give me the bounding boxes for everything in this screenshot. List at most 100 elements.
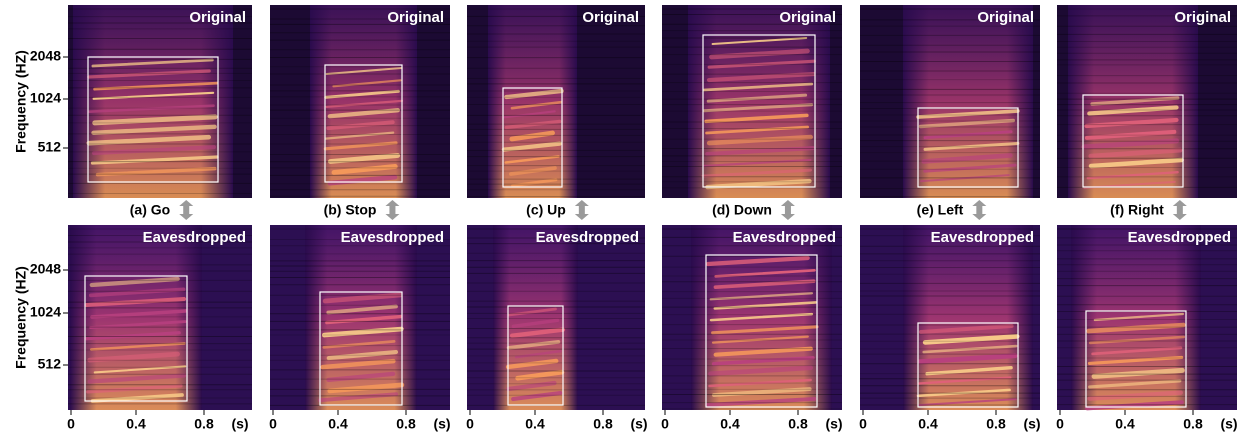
highlight-box (319, 291, 403, 406)
harmonic (87, 69, 211, 79)
harmonic (709, 292, 814, 301)
harmonic (87, 373, 187, 384)
x-tick-label: (s) (433, 416, 450, 432)
harmonic (89, 276, 180, 288)
harmonic (1087, 390, 1183, 401)
harmonic (917, 398, 1017, 407)
harmonic (714, 268, 816, 278)
harmonic (326, 304, 398, 315)
harmonic (1081, 138, 1180, 150)
highlight-box (84, 275, 188, 402)
spectrogram (68, 5, 252, 198)
harmonic (1088, 379, 1182, 389)
harmonic (92, 91, 215, 100)
x-tick-label: 0.8 (788, 416, 808, 432)
harmonic (711, 355, 815, 366)
harmonic (84, 296, 187, 308)
harmonic (920, 174, 1010, 183)
caption: (f) Right (1110, 202, 1164, 218)
harmonic (325, 66, 403, 76)
y-tick-label: 512 (38, 139, 62, 155)
harmonic (503, 110, 556, 119)
caption: (d) Down (712, 202, 772, 218)
x-tick-label: 0 (67, 416, 75, 432)
spectrogram (467, 5, 645, 198)
harmonic (326, 349, 399, 361)
y-tick-label: 2048 (30, 48, 61, 64)
highlight-box (705, 254, 818, 408)
spectrogram (860, 225, 1040, 410)
harmonic (507, 307, 557, 317)
x-tick-label: 0.4 (918, 416, 938, 432)
spectrogram (1057, 225, 1237, 411)
panel-tag: Eavesdropped (143, 229, 246, 246)
harmonic (918, 118, 1016, 129)
panel-tag: Eavesdropped (1128, 229, 1231, 246)
highlight-box (324, 64, 403, 183)
x-tick-label: 0 (661, 416, 669, 432)
panel-tag: Original (1174, 9, 1231, 26)
double-arrow (574, 200, 589, 220)
harmonic (1088, 157, 1184, 169)
harmonic (712, 387, 812, 397)
harmonic (325, 314, 403, 325)
spectrogram (68, 225, 252, 410)
harmonic (326, 371, 396, 383)
harmonic (511, 178, 558, 188)
y-axis-label: Frequency (HZ) (13, 50, 29, 153)
harmonic (504, 88, 564, 100)
highlight-box (507, 305, 564, 406)
harmonic (92, 145, 216, 156)
harmonic (706, 71, 816, 83)
harmonic (504, 155, 560, 164)
x-tick-label: (s) (1023, 416, 1040, 432)
x-tick-label: (s) (1220, 416, 1237, 432)
x-tick-label: 0.8 (396, 416, 416, 432)
harmonic (332, 79, 402, 88)
x-tick-label: 0 (269, 416, 277, 432)
harmonic (706, 134, 813, 146)
harmonic (325, 99, 404, 108)
caption: (a) Go (130, 202, 170, 218)
harmonic (701, 168, 812, 178)
harmonic (505, 358, 559, 370)
y-tick-label: 2048 (30, 261, 61, 277)
harmonic (705, 125, 809, 135)
double-arrow (179, 200, 194, 220)
double-arrow (780, 200, 795, 220)
harmonic (90, 309, 188, 319)
harmonic (331, 164, 398, 175)
harmonic (922, 334, 1020, 345)
harmonic (93, 81, 219, 91)
x-tick-label: 0 (859, 416, 867, 432)
spectrogram (270, 5, 450, 198)
spectrogram (860, 5, 1040, 198)
harmonic (90, 155, 219, 165)
harmonic (514, 349, 562, 359)
harmonic (88, 287, 186, 298)
harmonic (711, 325, 819, 335)
harmonic (702, 82, 814, 92)
harmonic (1093, 312, 1185, 322)
y-tick-label: 512 (38, 356, 62, 372)
highlight-box (702, 34, 816, 188)
harmonic (324, 131, 395, 140)
harmonic (501, 141, 562, 152)
harmonic (509, 130, 555, 142)
harmonic (917, 353, 1018, 365)
harmonic (923, 130, 1013, 140)
harmonic (1090, 96, 1180, 106)
harmonic (705, 146, 815, 157)
caption: (b) Stop (324, 202, 377, 218)
harmonic (511, 390, 563, 402)
harmonic (323, 141, 398, 151)
harmonic (713, 301, 818, 310)
highlight-box (917, 322, 1019, 408)
x-tick-label: (s) (231, 416, 248, 432)
harmonic (702, 103, 814, 113)
harmonic (709, 312, 814, 322)
harmonic (1086, 171, 1179, 180)
x-tick-label: (s) (825, 416, 842, 432)
harmonic (318, 392, 399, 403)
